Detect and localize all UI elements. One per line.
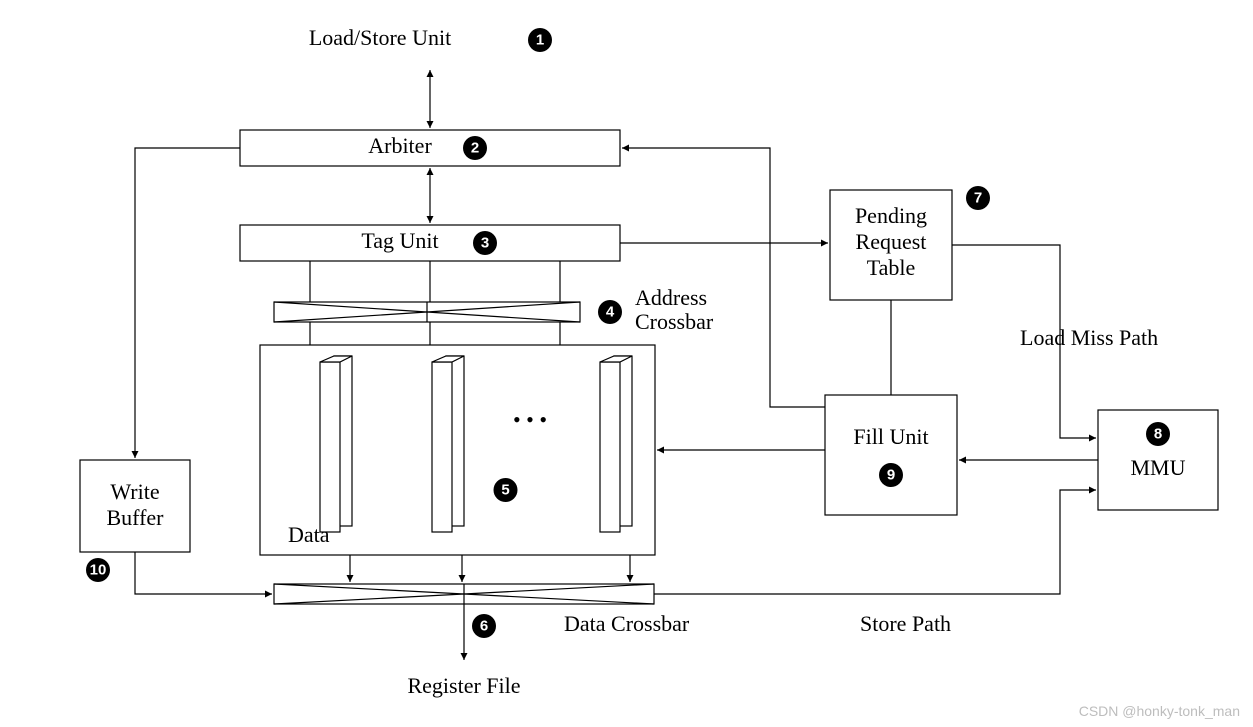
badge-10: 10 xyxy=(86,558,110,582)
label-arbiter: Arbiter xyxy=(368,133,432,158)
badge-3: 3 xyxy=(473,231,497,255)
label-prt-l3: Table xyxy=(867,255,916,280)
svg-text:10: 10 xyxy=(90,562,107,579)
label-store-path: Store Path xyxy=(860,611,951,636)
svg-text:3: 3 xyxy=(481,235,489,252)
svg-text:1: 1 xyxy=(536,32,544,49)
label-prt-l1: Pending xyxy=(855,203,927,228)
svg-text:8: 8 xyxy=(1154,426,1162,443)
fill-unit-box xyxy=(825,395,957,515)
data-bank-near-1 xyxy=(432,362,452,532)
label-load-store-unit: Load/Store Unit xyxy=(309,25,451,50)
label-mmu: MMU xyxy=(1130,455,1185,480)
badge-4: 4 xyxy=(598,300,622,324)
watermark: CSDN @honky-tonk_man xyxy=(1079,703,1240,719)
label-prt-l2: Request xyxy=(856,229,927,254)
svg-text:9: 9 xyxy=(887,467,895,484)
edge-writebuffer-dataxbar xyxy=(135,552,272,594)
badge-2: 2 xyxy=(463,136,487,160)
data-crossbar xyxy=(274,584,654,604)
data-banks-ellipsis: • • • xyxy=(513,407,547,432)
label-address-crossbar-l1: Address xyxy=(635,285,707,310)
label-tag-unit: Tag Unit xyxy=(361,228,438,253)
label-data-crossbar: Data Crossbar xyxy=(564,611,690,636)
badge-1: 1 xyxy=(528,28,552,52)
badge-6: 6 xyxy=(472,614,496,638)
label-load-miss-path: Load Miss Path xyxy=(1020,325,1158,350)
label-data: Data xyxy=(288,522,330,547)
label-address-crossbar-l2: Crossbar xyxy=(635,309,714,334)
label-write-buffer-l2: Buffer xyxy=(106,505,164,530)
data-bank-near-0 xyxy=(320,362,340,532)
svg-text:2: 2 xyxy=(471,140,479,157)
svg-text:5: 5 xyxy=(501,482,509,499)
svg-text:4: 4 xyxy=(606,304,615,321)
badge-7: 7 xyxy=(966,186,990,210)
data-bank-near-2 xyxy=(600,362,620,532)
badge-5: 5 xyxy=(494,478,518,502)
badge-9: 9 xyxy=(879,463,903,487)
label-fill-unit: Fill Unit xyxy=(853,424,928,449)
edge-arbiter-writebuffer xyxy=(135,148,240,458)
badge-8: 8 xyxy=(1146,422,1170,446)
svg-text:6: 6 xyxy=(480,618,488,635)
address-crossbar xyxy=(274,302,580,322)
label-write-buffer-l1: Write xyxy=(110,479,159,504)
label-register-file: Register File xyxy=(407,673,520,698)
svg-text:7: 7 xyxy=(974,190,982,207)
